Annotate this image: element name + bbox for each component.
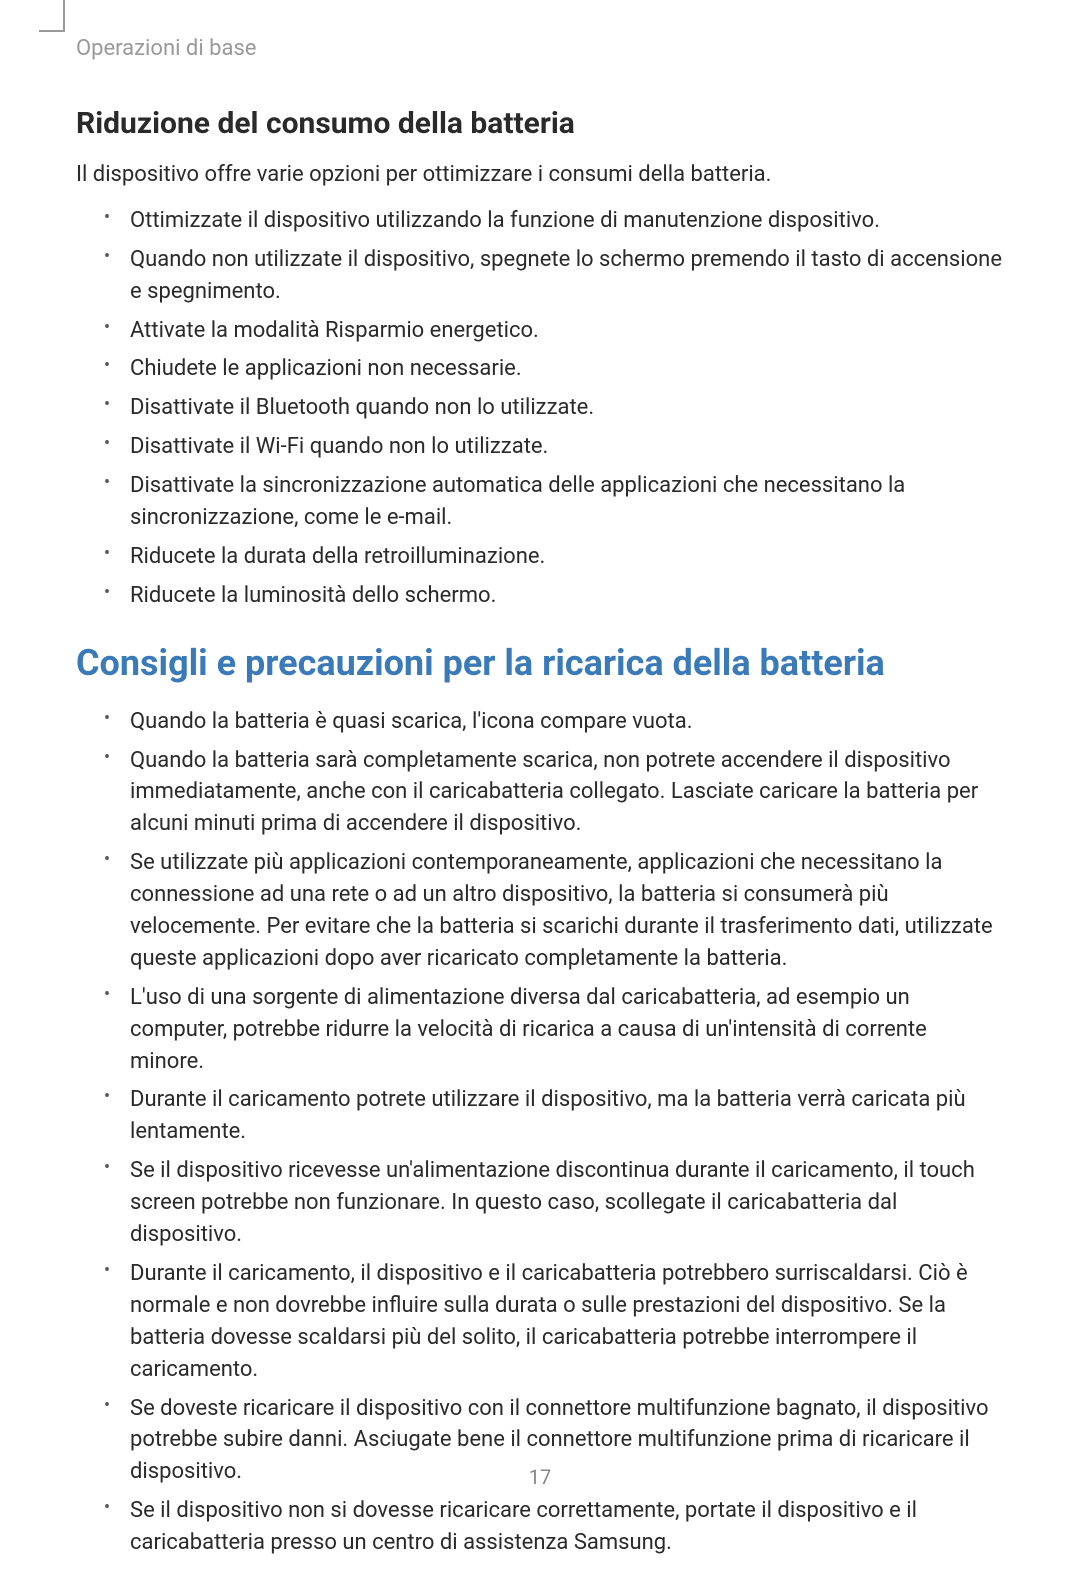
battery-reduction-list: Ottimizzate il dispositivo utilizzando l… xyxy=(104,205,1004,612)
list-item: Riducete la durata della retroilluminazi… xyxy=(104,541,1004,573)
list-item: Se il dispositivo ricevesse un'alimentaz… xyxy=(104,1155,1004,1251)
section-heading-charging-tips: Consigli e precauzioni per la ricarica d… xyxy=(76,642,1004,684)
breadcrumb: Operazioni di base xyxy=(76,36,256,61)
list-item: Riducete la luminosità dello schermo. xyxy=(104,580,1004,612)
list-item: Quando la batteria sarà completamente sc… xyxy=(104,745,1004,841)
page-content: Riduzione del consumo della batteria Il … xyxy=(76,106,1004,1589)
list-item: Se utilizzate più applicazioni contempor… xyxy=(104,847,1004,975)
list-item: Attivate la modalità Risparmio energetic… xyxy=(104,315,1004,347)
list-item: Durante il caricamento, il dispositivo e… xyxy=(104,1258,1004,1386)
list-item: Durante il caricamento potrete utilizzar… xyxy=(104,1084,1004,1148)
list-item: L'uso di una sorgente di alimentazione d… xyxy=(104,982,1004,1078)
list-item: Quando la batteria è quasi scarica, l'ic… xyxy=(104,706,1004,738)
list-item: Disattivate la sincronizzazione automati… xyxy=(104,470,1004,534)
list-item: Se il dispositivo non si dovesse ricaric… xyxy=(104,1495,1004,1559)
page-corner-marker-v xyxy=(63,0,65,30)
list-item: Ottimizzate il dispositivo utilizzando l… xyxy=(104,205,1004,237)
section-heading-battery-reduction: Riduzione del consumo della batteria xyxy=(76,106,1004,141)
charging-tips-list: Quando la batteria è quasi scarica, l'ic… xyxy=(104,706,1004,1559)
list-item: Chiudete le applicazioni non necessarie. xyxy=(104,353,1004,385)
page-number: 17 xyxy=(0,1465,1080,1489)
list-item: Disattivate il Wi-Fi quando non lo utili… xyxy=(104,431,1004,463)
list-item: Quando non utilizzate il dispositivo, sp… xyxy=(104,244,1004,308)
list-item: Disattivate il Bluetooth quando non lo u… xyxy=(104,392,1004,424)
page-corner-marker-h xyxy=(39,30,65,32)
section-intro-text: Il dispositivo offre varie opzioni per o… xyxy=(76,159,1004,191)
